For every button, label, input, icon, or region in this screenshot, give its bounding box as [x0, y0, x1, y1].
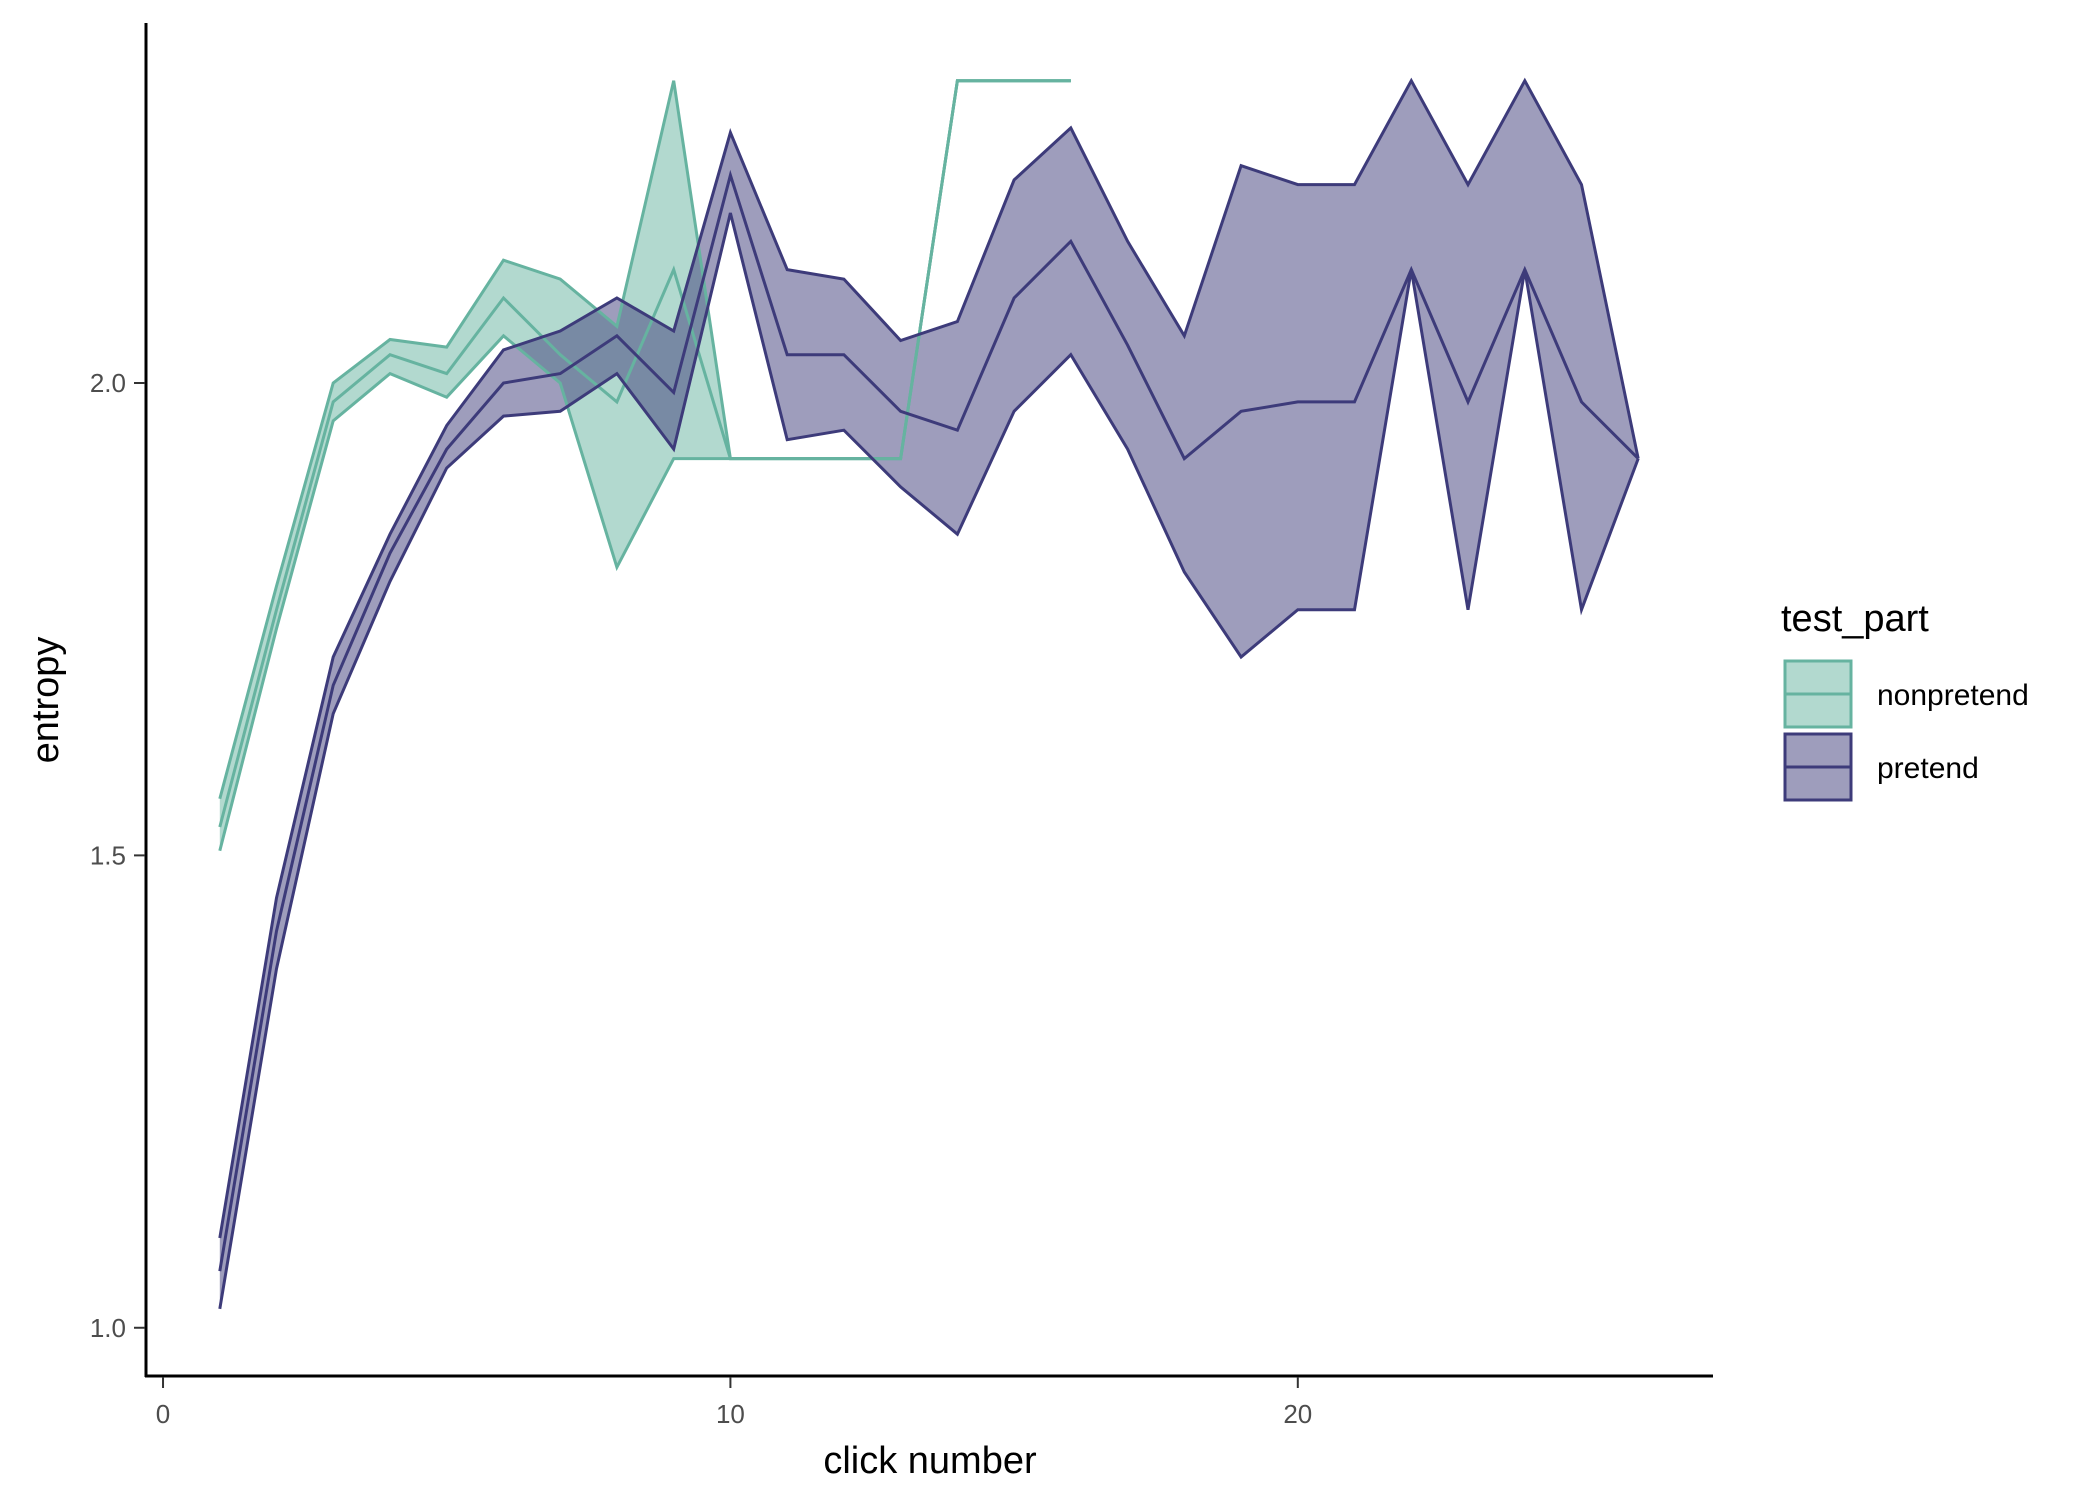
x-tick-label: 20	[1283, 1399, 1312, 1429]
line-nonpretend	[218, 79, 1071, 828]
ticks-layer: 0 10 20 1.0 1.5 2.0	[90, 368, 1312, 1429]
axes-layer	[144, 23, 1713, 1378]
legend-label-nonpretend: nonpretend	[1877, 679, 2029, 712]
legend-items: nonpretend pretend	[1783, 659, 2029, 802]
lower-bound-pretend	[218, 212, 1640, 1310]
x-tick-label: 0	[156, 1399, 170, 1429]
upper-bound-pretend	[218, 77, 1640, 1239]
y-tick-label: 1.0	[90, 1313, 126, 1343]
x-tick-label: 10	[716, 1399, 745, 1429]
y-tick-label: 2.0	[90, 368, 126, 398]
y-tick-label: 1.5	[90, 840, 126, 870]
ribbon-pretend	[219, 80, 1639, 1309]
lines-layer	[218, 77, 1640, 1310]
legend-label-pretend: pretend	[1877, 752, 1979, 785]
legend-title: test_part	[1781, 598, 1929, 640]
ribbon-nonpretend	[219, 80, 1071, 851]
line-pretend	[218, 169, 1640, 1272]
legend: test_part nonpretend pretend	[1781, 598, 2029, 802]
ribbons-layer	[219, 80, 1639, 1309]
y-axis-title: entropy	[25, 637, 67, 764]
x-axis-title: click number	[823, 1440, 1037, 1482]
